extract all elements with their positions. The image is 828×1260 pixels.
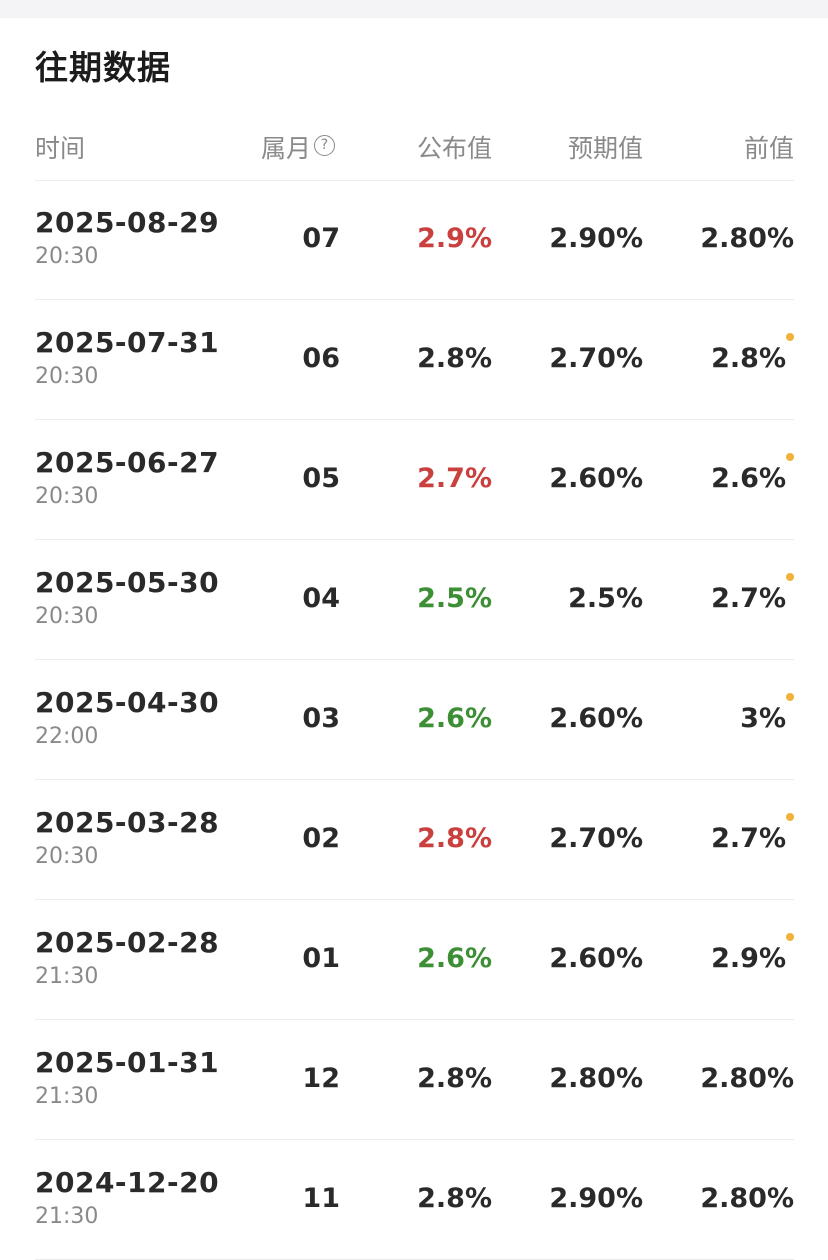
row-month: 02 bbox=[302, 823, 340, 854]
row-forecast-value: 2.60% bbox=[549, 463, 643, 494]
row-date: 2025-05-30 bbox=[35, 566, 220, 599]
row-month: 07 bbox=[302, 223, 340, 254]
row-time: 20:30 bbox=[35, 244, 99, 269]
row-previous-value: 2.7% bbox=[711, 583, 786, 614]
row-date: 2024-12-20 bbox=[35, 1166, 220, 1199]
row-forecast-value: 2.70% bbox=[549, 343, 643, 374]
row-month: 06 bbox=[302, 343, 340, 374]
revised-dot-icon bbox=[786, 693, 794, 701]
row-time: 21:30 bbox=[35, 1084, 99, 1109]
table-row[interactable]: 2025-01-31 21:30 12 2.8% 2.80% 2.80% bbox=[35, 1020, 794, 1140]
header-month-label: 属月 bbox=[260, 134, 311, 163]
row-forecast-value: 2.5% bbox=[568, 583, 643, 614]
row-month: 03 bbox=[302, 703, 340, 734]
row-actual-value: 2.8% bbox=[417, 343, 492, 374]
revised-dot-icon bbox=[786, 453, 794, 461]
table-row[interactable]: 2025-03-28 20:30 02 2.8% 2.70% 2.7% bbox=[35, 780, 794, 900]
historical-data-card bbox=[0, 18, 828, 1210]
row-date: 2025-04-30 bbox=[35, 686, 220, 719]
row-forecast-value: 2.90% bbox=[549, 1183, 643, 1214]
row-forecast-value: 2.90% bbox=[549, 223, 643, 254]
row-actual-value: 2.6% bbox=[417, 943, 492, 974]
row-actual-value: 2.8% bbox=[417, 1183, 492, 1214]
row-previous-value: 2.7% bbox=[711, 823, 786, 854]
row-time: 21:30 bbox=[35, 1204, 99, 1229]
row-forecast-value: 2.60% bbox=[549, 943, 643, 974]
row-forecast-value: 2.80% bbox=[549, 1063, 643, 1094]
row-previous-value: 2.80% bbox=[700, 223, 794, 254]
revised-dot-icon bbox=[786, 933, 794, 941]
header-forecast: 预期值 bbox=[567, 134, 643, 163]
table-row[interactable]: 2025-02-28 21:30 01 2.6% 2.60% 2.9% bbox=[35, 900, 794, 1020]
revised-dot-icon bbox=[786, 573, 794, 581]
table-row[interactable]: 2025-05-30 20:30 04 2.5% 2.5% 2.7% bbox=[35, 540, 794, 660]
table-row[interactable]: 2025-08-29 20:30 07 2.9% 2.90% 2.80% bbox=[35, 180, 794, 300]
data-table-body: 2025-08-29 20:30 07 2.9% 2.90% 2.80% 2025-07-3… bbox=[35, 180, 794, 1260]
revised-dot-icon bbox=[786, 333, 794, 341]
row-forecast-value: 2.70% bbox=[549, 823, 643, 854]
row-time: 20:30 bbox=[35, 364, 99, 389]
section-title: 往期数据 bbox=[35, 48, 171, 87]
row-previous-value: 3% bbox=[740, 703, 786, 734]
row-month: 04 bbox=[302, 583, 340, 614]
row-time: 20:30 bbox=[35, 604, 99, 629]
row-actual-value: 2.8% bbox=[417, 1063, 492, 1094]
revised-dot-icon bbox=[786, 813, 794, 821]
table-row[interactable]: 2025-06-27 20:30 05 2.7% 2.60% 2.6% bbox=[35, 420, 794, 540]
row-actual-value: 2.5% bbox=[417, 583, 492, 614]
table-row[interactable]: 2025-04-30 22:00 03 2.6% 2.60% 3% bbox=[35, 660, 794, 780]
row-previous-value: 2.6% bbox=[711, 463, 786, 494]
row-actual-value: 2.8% bbox=[417, 823, 492, 854]
table-header: 时间 属月 ? 公布值 预期值 前值 bbox=[35, 128, 794, 181]
row-date: 2025-08-29 bbox=[35, 206, 220, 239]
row-date: 2025-03-28 bbox=[35, 806, 220, 839]
row-time: 21:30 bbox=[35, 964, 99, 989]
row-forecast-value: 2.60% bbox=[549, 703, 643, 734]
row-actual-value: 2.6% bbox=[417, 703, 492, 734]
row-month: 12 bbox=[302, 1063, 340, 1094]
row-actual-value: 2.7% bbox=[417, 463, 492, 494]
row-previous-value: 2.80% bbox=[700, 1063, 794, 1094]
row-previous-value: 2.9% bbox=[711, 943, 786, 974]
row-date: 2025-01-31 bbox=[35, 1046, 220, 1079]
row-time: 20:30 bbox=[35, 484, 99, 509]
header-month: 属月 ? bbox=[261, 132, 335, 166]
row-actual-value: 2.9% bbox=[417, 223, 492, 254]
row-date: 2025-02-28 bbox=[35, 926, 220, 959]
header-previous: 前值 bbox=[743, 134, 794, 163]
row-month: 01 bbox=[302, 943, 340, 974]
row-date: 2025-06-27 bbox=[35, 446, 220, 479]
header-actual: 公布值 bbox=[416, 134, 492, 163]
top-background-strip bbox=[0, 0, 828, 18]
table-row[interactable]: 2025-07-31 20:30 06 2.8% 2.70% 2.8% bbox=[35, 300, 794, 420]
row-time: 22:00 bbox=[35, 724, 99, 749]
row-date: 2025-07-31 bbox=[35, 326, 220, 359]
row-month: 11 bbox=[302, 1183, 340, 1214]
row-time: 20:30 bbox=[35, 844, 99, 869]
header-time: 时间 bbox=[35, 134, 86, 163]
question-circle-icon[interactable]: ? bbox=[314, 134, 335, 156]
table-row[interactable]: 2024-12-20 21:30 11 2.8% 2.90% 2.80% bbox=[35, 1140, 794, 1260]
row-previous-value: 2.8% bbox=[711, 343, 786, 374]
row-month: 05 bbox=[302, 463, 340, 494]
row-previous-value: 2.80% bbox=[700, 1183, 794, 1214]
